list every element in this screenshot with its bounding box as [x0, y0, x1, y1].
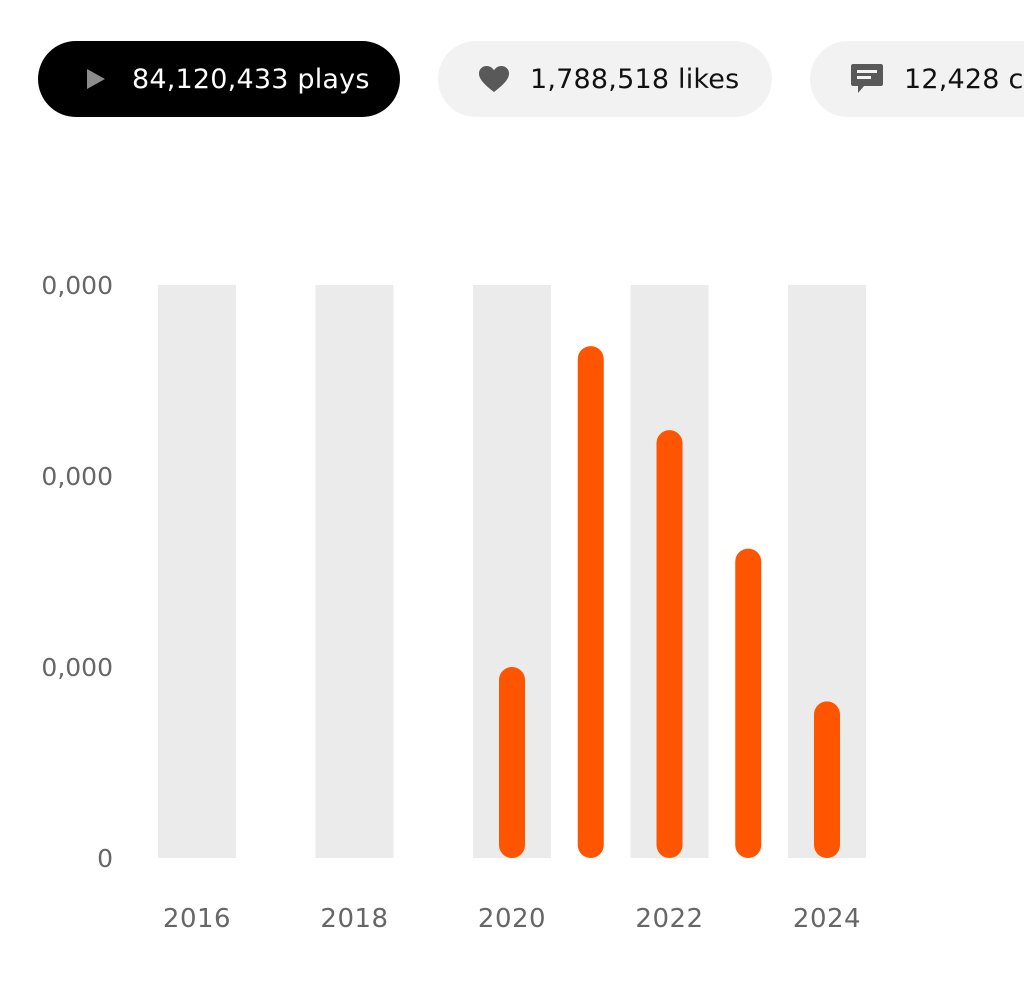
x-tick-label: 2022 — [635, 904, 703, 934]
likes-button[interactable]: 1,788,518 likes — [438, 41, 772, 117]
heart-icon — [478, 65, 510, 93]
plays-count: 84,120,433 plays — [132, 63, 370, 95]
bar-2021 — [577, 346, 604, 858]
x-tick-label: 2020 — [478, 904, 546, 934]
x-tick-label: 2018 — [320, 904, 388, 934]
comments-button[interactable]: 12,428 comments — [810, 41, 1024, 117]
comment-icon — [850, 63, 884, 95]
year-band-2018 — [315, 285, 394, 858]
y-tick-label: 0,000 — [41, 653, 113, 682]
bar-2023 — [735, 548, 762, 858]
comments-count: 12,428 comments — [904, 63, 1024, 95]
x-tick-label: 2016 — [163, 904, 231, 934]
y-tick-label: 0,000 — [41, 271, 113, 300]
bar-2024 — [814, 701, 840, 858]
y-tick-label: 0 — [97, 844, 113, 873]
stats-bar: 84,120,433 plays 1,788,518 likes 12,428 … — [38, 41, 1024, 117]
y-tick-label: 0,000 — [41, 462, 113, 491]
year-band-2016 — [158, 285, 236, 858]
plays-button[interactable]: 84,120,433 plays — [38, 41, 400, 117]
likes-count: 1,788,518 likes — [530, 63, 740, 95]
bar-2020 — [499, 667, 525, 858]
play-icon — [86, 68, 106, 90]
bar-2022 — [656, 430, 683, 858]
x-tick-label: 2024 — [793, 904, 861, 934]
